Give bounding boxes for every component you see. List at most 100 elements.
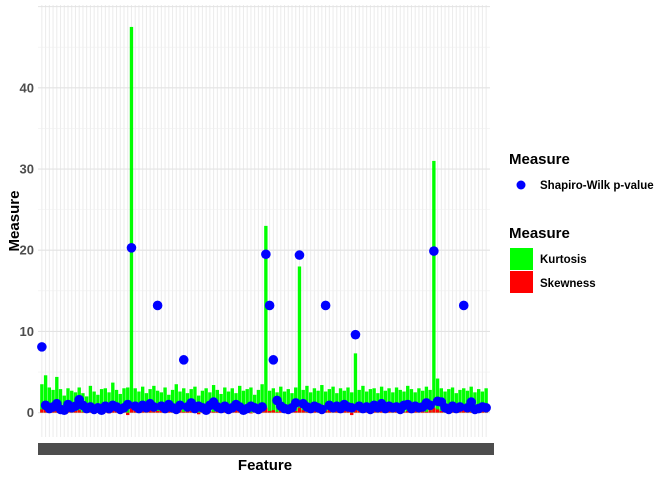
- bar-skewness: [73, 411, 78, 413]
- bar-kurtosis: [323, 391, 328, 413]
- bar-kurtosis: [241, 390, 246, 413]
- bar-kurtosis: [282, 391, 287, 413]
- bar-skewness: [267, 411, 272, 413]
- bar-kurtosis: [316, 390, 320, 413]
- bar-kurtosis: [331, 386, 335, 413]
- bar-skewness: [294, 411, 298, 413]
- bar-kurtosis: [409, 389, 414, 413]
- point-shapiro-wilk: [178, 355, 189, 365]
- point-shapiro-wilk: [350, 329, 361, 340]
- bar-kurtosis: [230, 388, 234, 413]
- bar-skewness: [480, 411, 485, 413]
- bar-skewness: [271, 410, 276, 413]
- bar-kurtosis: [308, 392, 313, 413]
- bar-kurtosis: [432, 160, 436, 413]
- bar-skewness: [275, 411, 279, 413]
- y-tick-label: 0: [27, 405, 34, 420]
- bar-skewness: [435, 409, 440, 413]
- bar-kurtosis: [47, 387, 52, 413]
- y-axis-ticks: 0 10 20 30 40: [20, 80, 34, 420]
- y-tick-label: 20: [20, 243, 34, 258]
- y-tick-label: 30: [20, 162, 34, 177]
- point-shapiro-wilk: [320, 300, 331, 311]
- legend-title: Measure: [509, 225, 570, 242]
- bar-skewness: [424, 411, 429, 413]
- bar-kurtosis: [137, 391, 141, 413]
- bar-skewness: [432, 407, 436, 413]
- x-axis-label: Feature: [238, 457, 292, 474]
- bar-kurtosis: [129, 26, 134, 413]
- bar-kurtosis: [200, 390, 205, 413]
- point-shapiro-wilk: [126, 242, 137, 253]
- point-shapiro-wilk: [346, 402, 357, 413]
- legend-label: Shapiro-Wilk p-value: [540, 180, 654, 192]
- bar-kurtosis: [260, 384, 264, 413]
- bar-kurtosis: [353, 353, 358, 413]
- point-shapiro-wilk: [122, 399, 133, 410]
- y-axis-label: Measure: [6, 191, 23, 252]
- bar-skewness: [126, 412, 130, 416]
- bar-skewness: [297, 407, 302, 413]
- bar-kurtosis: [361, 385, 365, 413]
- bar-skewness: [428, 410, 432, 413]
- bar-kurtosis: [364, 391, 369, 413]
- legend-title: Measure: [509, 151, 570, 168]
- bar-kurtosis: [387, 388, 391, 413]
- y-tick-label: 40: [20, 80, 34, 95]
- bar-kurtosis: [40, 384, 44, 413]
- bar-kurtosis: [55, 376, 59, 413]
- bar-kurtosis: [256, 389, 261, 413]
- bar-kurtosis: [447, 389, 451, 413]
- bar-kurtosis: [111, 382, 115, 413]
- bar-skewness: [211, 411, 216, 413]
- bar-kurtosis: [398, 389, 402, 413]
- bar-skewness: [148, 409, 152, 413]
- bar-kurtosis: [417, 388, 421, 413]
- bar-kurtosis: [245, 389, 249, 413]
- point-shapiro-wilk: [481, 402, 491, 413]
- bar-skewness: [249, 412, 253, 414]
- legend-points: Measure Shapiro-Wilk p-value: [509, 151, 654, 192]
- bar-skewness: [40, 409, 44, 413]
- bar-kurtosis: [484, 388, 488, 413]
- bar-kurtosis: [391, 392, 395, 413]
- bar-kurtosis: [174, 384, 178, 413]
- bar-kurtosis: [88, 385, 93, 413]
- bars: [40, 26, 488, 416]
- legend-key-skewness: [510, 271, 533, 293]
- bar-kurtosis: [450, 387, 455, 413]
- bar-kurtosis: [155, 390, 160, 413]
- bar-skewness: [312, 411, 317, 413]
- bar-skewness: [439, 411, 444, 413]
- bar-skewness: [77, 410, 81, 413]
- bar-kurtosis: [406, 385, 410, 413]
- bar-kurtosis: [99, 389, 104, 413]
- bar-kurtosis: [476, 389, 481, 413]
- bar-skewness: [301, 410, 305, 413]
- bar-skewness: [264, 407, 268, 413]
- point-shapiro-wilk: [175, 400, 185, 411]
- bar-kurtosis: [312, 388, 317, 413]
- bar-kurtosis: [320, 385, 324, 413]
- point-shapiro-wilk: [466, 397, 477, 407]
- bar-kurtosis: [480, 391, 485, 413]
- bar-kurtosis: [458, 389, 462, 413]
- bar-skewness: [51, 411, 55, 413]
- legend-key-kurtosis: [510, 248, 533, 270]
- bar-kurtosis: [368, 389, 373, 413]
- point-shapiro-wilk: [425, 400, 435, 411]
- bar-kurtosis: [338, 388, 343, 413]
- bar-kurtosis: [122, 388, 126, 413]
- point-shapiro-wilk: [429, 246, 439, 256]
- bar-kurtosis: [462, 388, 466, 413]
- bar-kurtosis: [267, 390, 272, 413]
- bar-kurtosis: [133, 388, 137, 413]
- point-shapiro-wilk: [458, 300, 469, 311]
- bar-kurtosis: [114, 389, 119, 413]
- legend-fill: Measure Kurtosis Skewness: [509, 225, 596, 293]
- point-shapiro-wilk: [317, 404, 327, 415]
- point-shapiro-wilk: [455, 402, 465, 412]
- bar-kurtosis: [92, 391, 96, 413]
- bar-skewness: [305, 411, 309, 413]
